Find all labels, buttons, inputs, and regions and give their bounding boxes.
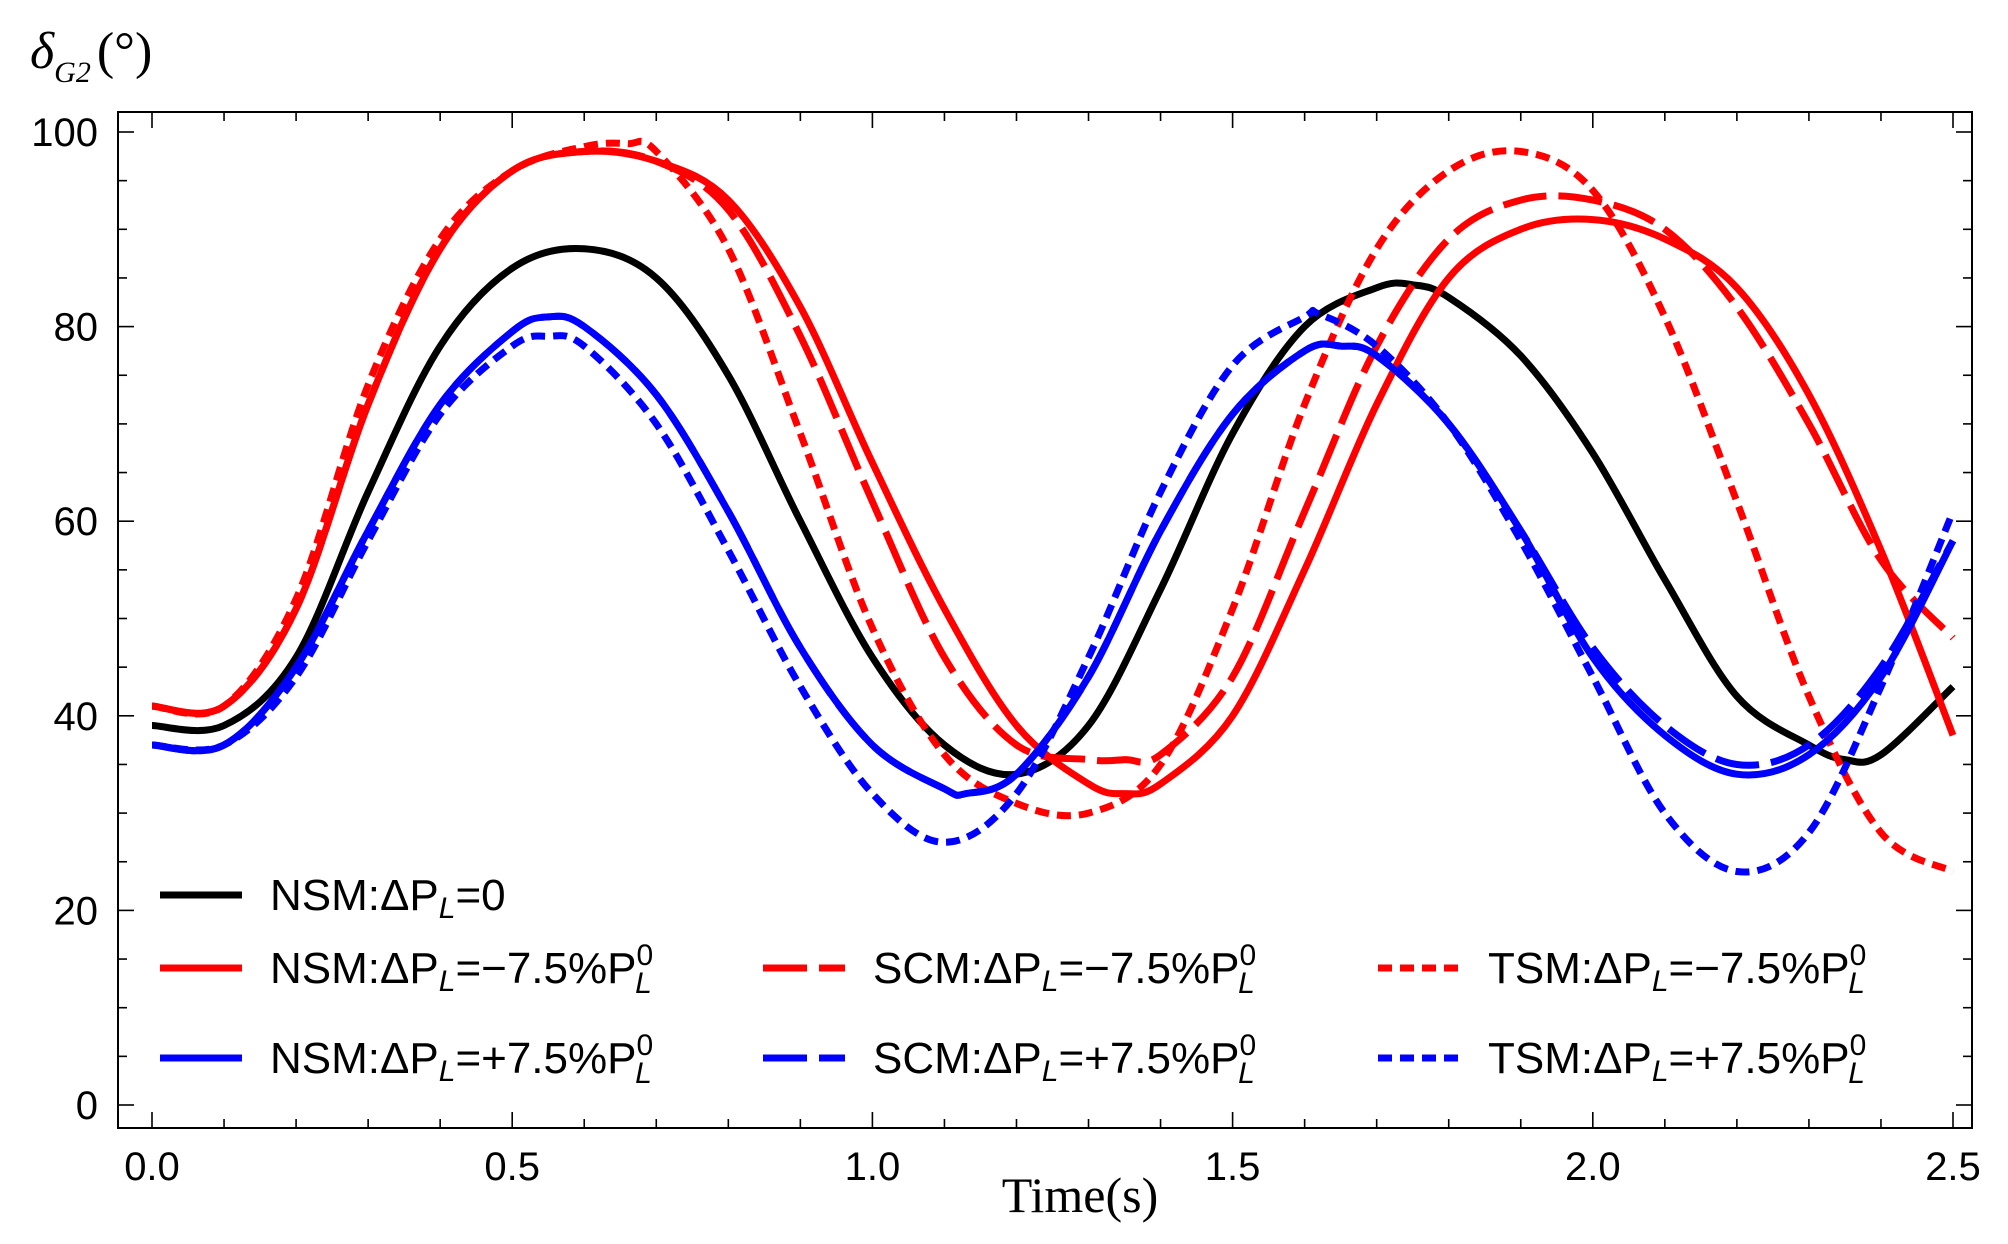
x-tick-label: 0.0	[124, 1145, 180, 1189]
series-line-6	[151, 312, 1957, 799]
legend-label: SCM:ΔPL=+7.5%P0 L	[873, 1029, 1256, 1090]
y-axis-label-symbol: δ	[30, 23, 55, 80]
y-tick-label: 40	[54, 695, 99, 739]
x-tick-label: 2.5	[1925, 1145, 1981, 1189]
series-line-3	[151, 147, 1956, 766]
x-tick-label: 2.0	[1565, 1145, 1621, 1189]
legend-label: NSM:ΔPL=+7.5%P0 L	[270, 1029, 653, 1090]
y-tick-label: 80	[54, 306, 99, 350]
plot-border	[117, 111, 1973, 1129]
series-line-7	[151, 306, 1957, 876]
x-tick-label: 1.0	[845, 1145, 901, 1189]
series-layer	[151, 137, 1957, 876]
y-tick-label: 20	[54, 889, 99, 933]
legend: NSM:ΔPL=0 NSM:ΔPL=−7.5%P0 L NSM:ΔPL=+7.5%P0…	[160, 871, 1866, 1090]
x-tick-label: 1.5	[1205, 1145, 1261, 1189]
y-axis-label-subscript: G2	[54, 56, 91, 89]
y-tick-label: 0	[76, 1084, 98, 1128]
series-line-4	[151, 137, 1955, 875]
x-axis-label: Time(s)	[1002, 1167, 1159, 1223]
series-line-1	[151, 244, 1956, 779]
x-tick-label: 0.5	[484, 1145, 540, 1189]
legend-label: SCM:ΔPL=−7.5%P0 L	[873, 939, 1256, 1000]
axis-ticks: 0.0 0.5 1.0 1.5 2.0 2.5 0 20 40 60 80 100	[31, 111, 1981, 1189]
legend-label: NSM:ΔPL=0	[270, 871, 506, 925]
legend-label: NSM:ΔPL=−7.5%P0 L	[270, 939, 653, 1000]
y-tick-label: 60	[54, 500, 99, 544]
y-axis-label-unit: (°)	[97, 23, 152, 80]
plot-frame	[117, 111, 1973, 1129]
legend-label: TSM:ΔPL=−7.5%P0 L	[1488, 939, 1866, 1000]
y-tick-label: 100	[31, 111, 98, 155]
legend-label: TSM:ΔPL=+7.5%P0 L	[1488, 1029, 1866, 1090]
y-axis-label: δG2 (°)	[30, 23, 152, 89]
series-line-5	[151, 312, 1957, 799]
